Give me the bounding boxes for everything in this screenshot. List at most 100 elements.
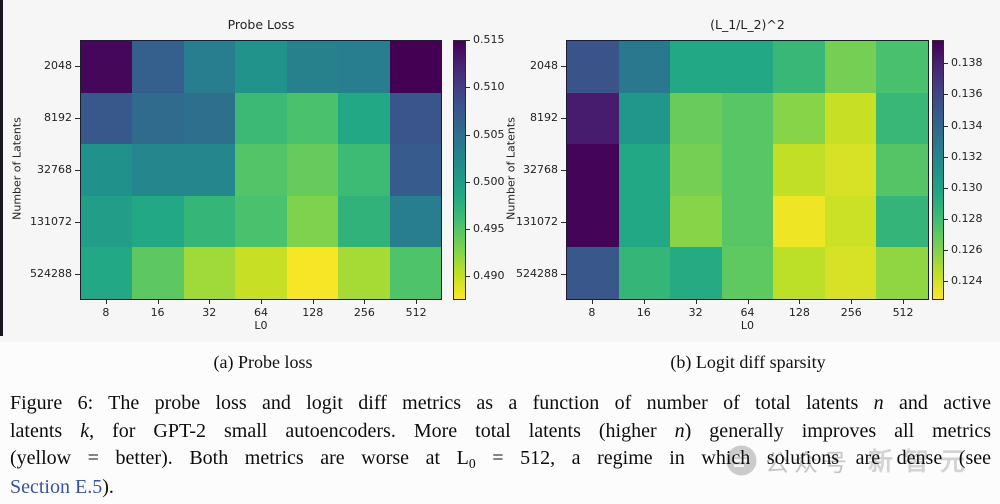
heatmap-cell — [389, 247, 441, 299]
caption-text: n — [873, 392, 884, 414]
heatmap-cell — [670, 92, 722, 145]
heatmap-cell — [721, 144, 774, 196]
colorbar-tick-mark — [466, 229, 470, 231]
heatmap-cell — [286, 92, 339, 145]
caption-text: k — [80, 419, 90, 442]
subcaption-a: (a) Probe loss — [213, 352, 313, 372]
colorbar — [932, 40, 944, 300]
x-tick-label: 512 — [405, 306, 427, 319]
x-tick-label: 16 — [150, 306, 165, 319]
y-tick-mark — [561, 66, 566, 67]
heatmap-cell — [183, 92, 236, 145]
heatmap-title: (L_1/L_2)^2 — [710, 17, 785, 32]
colorbar-tick-mark — [944, 63, 948, 65]
heatmap-cell — [235, 41, 287, 93]
heatmap-cell — [876, 92, 928, 145]
x-tick-label: 64 — [254, 306, 268, 319]
heatmap-cell — [338, 195, 390, 248]
y-tick-label: 8192 — [44, 111, 72, 124]
colorbar-tick-label: 0.510 — [473, 80, 505, 94]
heatmap-cell — [81, 41, 133, 93]
heatmap-cell — [183, 247, 236, 299]
colorbar-tick-mark — [944, 250, 948, 252]
caption-text: = 512, a regime in which solutions are d… — [475, 447, 991, 470]
section-e5-link[interactable]: Section E.5 — [10, 475, 103, 498]
colorbar-tick-mark — [466, 276, 470, 278]
heatmap-cell — [338, 144, 390, 196]
watermark-prefix: 公众号 — [765, 448, 852, 477]
y-tick-mark — [561, 118, 566, 119]
x-tick-label: 256 — [840, 306, 862, 319]
caption-text: ) generally improves all metrics — [684, 419, 991, 442]
heatmap-cell — [721, 92, 774, 145]
heatmap-cell — [824, 247, 877, 299]
heatmap-cell — [132, 92, 184, 145]
y-tick-mark — [75, 66, 80, 67]
colorbar-tick-label: 0.495 — [473, 222, 505, 236]
colorbar-tick-mark — [944, 219, 948, 221]
x-tick-mark — [851, 300, 853, 304]
colorbar-tick-mark — [944, 187, 948, 189]
heatmap-cell — [338, 41, 390, 93]
colorbar-tick-mark — [466, 87, 470, 89]
heatmap-cell — [773, 41, 825, 93]
colorbar-tick-mark — [944, 281, 948, 283]
heatmap-plot-area — [80, 40, 442, 300]
y-tick-mark — [561, 274, 566, 275]
y-tick-mark — [75, 118, 80, 119]
watermark-brand: 新智元 — [868, 447, 977, 476]
heatmap-cell — [132, 144, 184, 196]
heatmap-cell — [389, 92, 441, 145]
heatmap-cell — [338, 247, 390, 299]
heatmap-cell — [618, 247, 671, 299]
heatmap-cell — [567, 92, 619, 145]
caption-text: , for GPT-2 small autoencoders. More tot… — [89, 419, 675, 442]
heatmap-cell — [618, 144, 671, 196]
heatmap-plot-area — [566, 40, 929, 300]
y-tick-mark — [75, 222, 80, 223]
x-tick-label: 64 — [740, 306, 755, 319]
heatmap-cell — [773, 144, 825, 196]
x-tick-mark — [903, 300, 905, 304]
heatmap-cell — [183, 41, 236, 93]
subcaption-b: (b) Logit diff sparsity — [670, 352, 826, 372]
heatmap-cell — [670, 41, 722, 93]
x-axis-label: L0 — [740, 319, 755, 332]
heatmap-cell — [773, 247, 825, 299]
heatmap-cell — [721, 247, 774, 299]
heatmap-cell — [81, 195, 133, 248]
heatmap-cell — [567, 41, 619, 93]
x-tick-mark — [364, 300, 366, 304]
colorbar-tick-mark — [944, 125, 948, 127]
heatmap-cell — [235, 144, 287, 196]
y-tick-mark — [75, 170, 80, 171]
caption-text: n — [674, 419, 685, 442]
colorbar-tick-label: 0.134 — [951, 118, 983, 132]
colorbar-tick-mark — [466, 40, 470, 41]
colorbar-tick-mark — [466, 181, 470, 183]
colorbar-tick-label: 0.490 — [473, 269, 505, 283]
heatmap-cell — [670, 144, 722, 196]
caption-line: Figure 6: The probe loss and logit diff … — [10, 390, 991, 418]
x-tick-mark — [416, 300, 418, 304]
heatmap-cell — [721, 41, 774, 93]
y-tick-label: 32768 — [523, 163, 558, 176]
colorbar-tick-label: 0.130 — [951, 180, 983, 194]
heatmap-cell — [81, 92, 133, 145]
x-tick-mark — [209, 300, 211, 304]
heatmap-cell — [567, 195, 619, 248]
x-tick-label: 512 — [892, 306, 914, 319]
heatmap-cell — [286, 247, 339, 299]
heatmap-cell — [286, 195, 339, 248]
y-tick-mark — [561, 170, 566, 171]
screenshot-edge-bar — [0, 0, 3, 336]
x-tick-label: 8 — [102, 306, 110, 319]
y-tick-label: 2048 — [530, 59, 558, 72]
colorbar-tick-label: 0.138 — [951, 56, 983, 70]
heatmap-cell — [618, 92, 671, 145]
heatmap-cell — [81, 247, 133, 299]
colorbar-tick-mark — [466, 134, 470, 136]
heatmap-cell — [389, 41, 441, 93]
colorbar-tick-label: 0.124 — [951, 274, 983, 288]
